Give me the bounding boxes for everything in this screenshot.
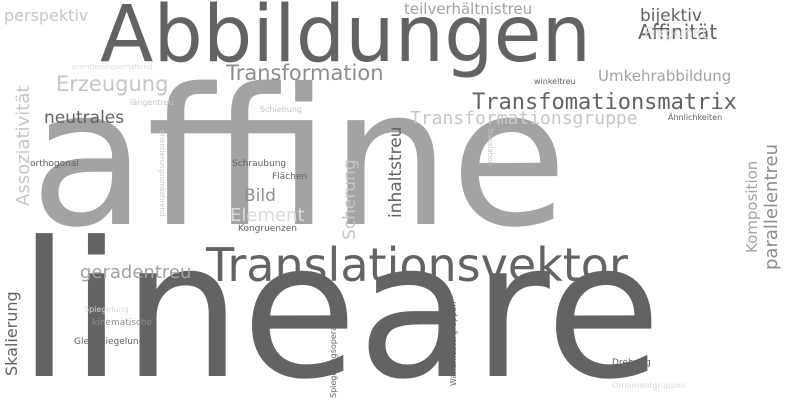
word-affine: affine [30, 48, 568, 269]
word-laengentreu: längentreu [130, 98, 174, 107]
word-perspektiv: perspektiv [4, 6, 89, 25]
word-bild: Bild [244, 186, 276, 206]
word-geradentreu: geradentreu [80, 262, 192, 283]
word-spiegelung: Spiegelung [84, 305, 129, 314]
word-orientierungsumkehrend: orientierungsumkehrend [158, 130, 166, 217]
word-lineare: lineare [18, 202, 662, 400]
word-ornamentgruppen: Ornamentgruppen [612, 381, 686, 390]
word-bijektiv: bijektiv [640, 6, 702, 26]
word-kongruenzen: Kongruenzen [238, 224, 297, 234]
word-aehnlichkeiten: Ähnlichkeiten [668, 113, 723, 122]
word-teilverhaeltnistreu: teilverhältnistreu [404, 0, 533, 18]
word-affinitaet: Affinität [638, 20, 718, 44]
word-umkehrabbildung: Umkehrabbildung [598, 67, 732, 85]
word-flaechen: Flächen [272, 172, 308, 182]
word-spiegelungsoperator: Spiegelungsoperator [329, 314, 338, 398]
word-assoziativitaet: Assoziativität [13, 85, 34, 206]
word-skalierung: Skalierung [2, 291, 21, 376]
word-parallelentreu: parallelentreu [761, 144, 782, 270]
word-inhaltstreu: inhaltstreu [386, 126, 406, 218]
word-transfomationsmatrix: Transfomationsmatrix [472, 90, 737, 115]
word-fixpunkt: Fixpunkt [644, 24, 708, 42]
word-orientierungserhaltend: orientierungserhaltend [72, 63, 153, 71]
word-element: Element [230, 205, 305, 226]
word-neutrales: neutrales [44, 108, 125, 128]
word-abbildungen: Abbildungen [100, 0, 592, 80]
word-wandmustergruppen: Wandmustergruppen [449, 301, 458, 386]
word-erzeugung: Erzeugung [56, 72, 169, 96]
word-komposition: Komposition [743, 160, 761, 253]
word-translationsvektor: Translationsvektor [206, 238, 628, 292]
word-orthogonal: orthogonal [30, 159, 79, 169]
word-drehung: Drehung [612, 358, 651, 368]
word-winkeltreu: winkeltreu [534, 77, 576, 86]
word-schiebung: Schiebung [260, 105, 302, 114]
word-scherung: Scherung [340, 159, 360, 240]
word-kinematische: kinematische [92, 318, 153, 328]
word-gleitspiegelung: Gleitspiegelung [74, 337, 145, 347]
word-transformation: Transformation [226, 61, 384, 85]
word-transformationsgruppe: Transformationsgruppe [410, 108, 638, 129]
word-schraubung: Schraubung [232, 159, 287, 169]
word-translation: Translation [486, 128, 494, 167]
